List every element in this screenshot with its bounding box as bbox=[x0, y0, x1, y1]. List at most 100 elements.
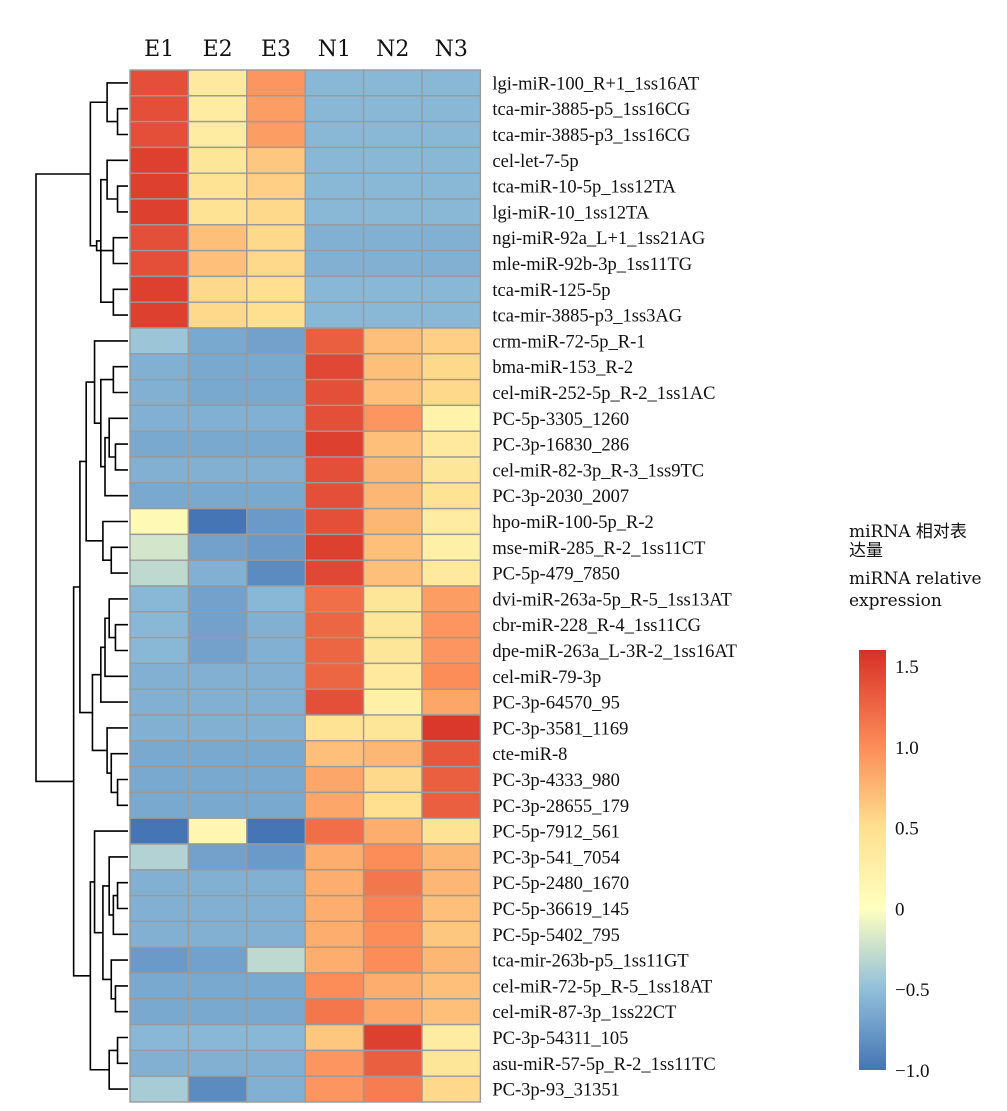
legend-tick-label: 0.5 bbox=[895, 819, 919, 840]
dendrogram-branch bbox=[108, 417, 128, 458]
row-label: dpe-miR-263a_L-3R-2_1ss16AT bbox=[492, 642, 737, 662]
heatmap-cell bbox=[421, 843, 482, 871]
dendrogram-branch bbox=[35, 173, 91, 783]
heatmap-cell bbox=[187, 1075, 248, 1103]
heatmap-cell bbox=[304, 662, 365, 690]
heatmap-cell bbox=[362, 714, 423, 742]
heatmap-cell bbox=[129, 920, 190, 948]
row-dendrogram bbox=[35, 82, 128, 1090]
heatmap-cell bbox=[362, 404, 423, 432]
heatmap-cell bbox=[129, 843, 190, 871]
heatmap-cell bbox=[129, 404, 190, 432]
heatmap-cell bbox=[362, 146, 423, 174]
heatmap-cell bbox=[246, 275, 306, 303]
heatmap-cell bbox=[362, 69, 423, 97]
heatmap-cell bbox=[187, 353, 248, 381]
dendrogram-branch bbox=[102, 885, 112, 981]
heatmap-cell bbox=[304, 611, 365, 639]
heatmap-cell bbox=[304, 69, 365, 97]
heatmap-cell bbox=[246, 1049, 306, 1077]
heatmap-cell bbox=[362, 198, 423, 226]
heatmap-cell bbox=[304, 430, 365, 458]
heatmap-cell bbox=[246, 869, 306, 897]
heatmap-cell bbox=[304, 740, 365, 768]
heatmap-cell bbox=[129, 714, 190, 742]
heatmap-cell bbox=[304, 791, 365, 819]
heatmap-cell bbox=[246, 172, 306, 200]
heatmap-cell bbox=[246, 198, 306, 226]
legend-title-line: expression bbox=[849, 591, 942, 611]
heatmap-cell bbox=[304, 378, 365, 407]
heatmap-cell bbox=[246, 740, 306, 768]
heatmap-cell bbox=[304, 972, 365, 1000]
heatmap-cell bbox=[304, 894, 365, 923]
heatmap-cell bbox=[129, 482, 190, 510]
row-label: PC-3p-4333_980 bbox=[492, 771, 619, 791]
heatmap-cell bbox=[304, 507, 365, 536]
legend-tick-label: 1.5 bbox=[895, 657, 919, 678]
heatmap-cell bbox=[246, 301, 306, 329]
heatmap-cell bbox=[187, 662, 248, 690]
heatmap-cell bbox=[246, 972, 306, 1000]
row-label: PC-3p-541_7054 bbox=[492, 848, 619, 868]
heatmap-cell bbox=[187, 507, 248, 536]
heatmap-cell bbox=[129, 869, 190, 897]
heatmap-cell bbox=[421, 791, 482, 819]
heatmap-cell bbox=[362, 998, 423, 1026]
heatmap-cell bbox=[129, 765, 190, 794]
heatmap-cell bbox=[362, 869, 423, 897]
row-label: cel-miR-79-3p bbox=[492, 668, 601, 688]
heatmap-cell bbox=[304, 688, 365, 716]
heatmap-cell bbox=[129, 378, 190, 407]
heatmap-cell bbox=[129, 172, 190, 200]
heatmap-cell bbox=[246, 430, 306, 458]
heatmap-cell bbox=[421, 1023, 482, 1052]
heatmap-cell bbox=[304, 585, 365, 613]
heatmap-cell bbox=[129, 1075, 190, 1103]
heatmap-cell bbox=[421, 636, 482, 665]
heatmap-cell bbox=[246, 404, 306, 432]
heatmap-cell bbox=[362, 172, 423, 200]
heatmap-cell bbox=[187, 456, 248, 484]
heatmap-cell bbox=[304, 301, 365, 329]
heatmap-cell bbox=[421, 559, 482, 587]
heatmap-cell bbox=[421, 507, 482, 536]
heatmap-cell bbox=[129, 894, 190, 923]
row-label: PC-3p-16830_286 bbox=[492, 436, 629, 456]
heatmap-cell bbox=[246, 507, 306, 536]
row-label: tca-mir-3885-p5_1ss16CG bbox=[492, 100, 690, 120]
legend-tick-label: −0.5 bbox=[895, 980, 929, 1001]
row-label: tca-miR-10-5p_1ss12TA bbox=[492, 178, 676, 198]
heatmap-cell bbox=[362, 120, 423, 149]
row-label: tca-miR-125-5p bbox=[492, 281, 610, 301]
heatmap-cell bbox=[187, 249, 248, 278]
heatmap-cell bbox=[362, 1049, 423, 1077]
heatmap-cell bbox=[246, 249, 306, 278]
heatmap-cell bbox=[187, 1049, 248, 1077]
dendrogram-branch bbox=[95, 240, 114, 252]
heatmap-cell bbox=[246, 482, 306, 510]
heatmap-cell bbox=[421, 146, 482, 174]
dendrogram-branch bbox=[100, 378, 114, 468]
heatmap-cell bbox=[246, 611, 306, 639]
heatmap-cell bbox=[246, 585, 306, 613]
heatmap-cell bbox=[129, 507, 190, 536]
row-label: mle-miR-92b-3p_1ss11TG bbox=[492, 255, 692, 275]
heatmap-cell bbox=[129, 817, 190, 845]
heatmap-cell bbox=[129, 456, 190, 484]
heatmap-cell bbox=[129, 559, 190, 587]
heatmap-cell bbox=[421, 585, 482, 613]
dendrogram-branch bbox=[110, 752, 128, 794]
row-label: PC-5p-2480_1670 bbox=[492, 874, 629, 894]
row-label: PC-3p-3581_1169 bbox=[492, 719, 628, 739]
heatmap-cell bbox=[246, 662, 306, 690]
heatmap-cell bbox=[304, 327, 365, 355]
dendrogram-branch bbox=[112, 236, 128, 265]
heatmap-cell bbox=[246, 327, 306, 355]
heatmap-cell bbox=[129, 998, 190, 1026]
heatmap-cell bbox=[421, 249, 482, 278]
column-label: E2 bbox=[203, 37, 233, 62]
heatmap-cell bbox=[304, 482, 365, 510]
heatmap-cell bbox=[362, 507, 423, 536]
